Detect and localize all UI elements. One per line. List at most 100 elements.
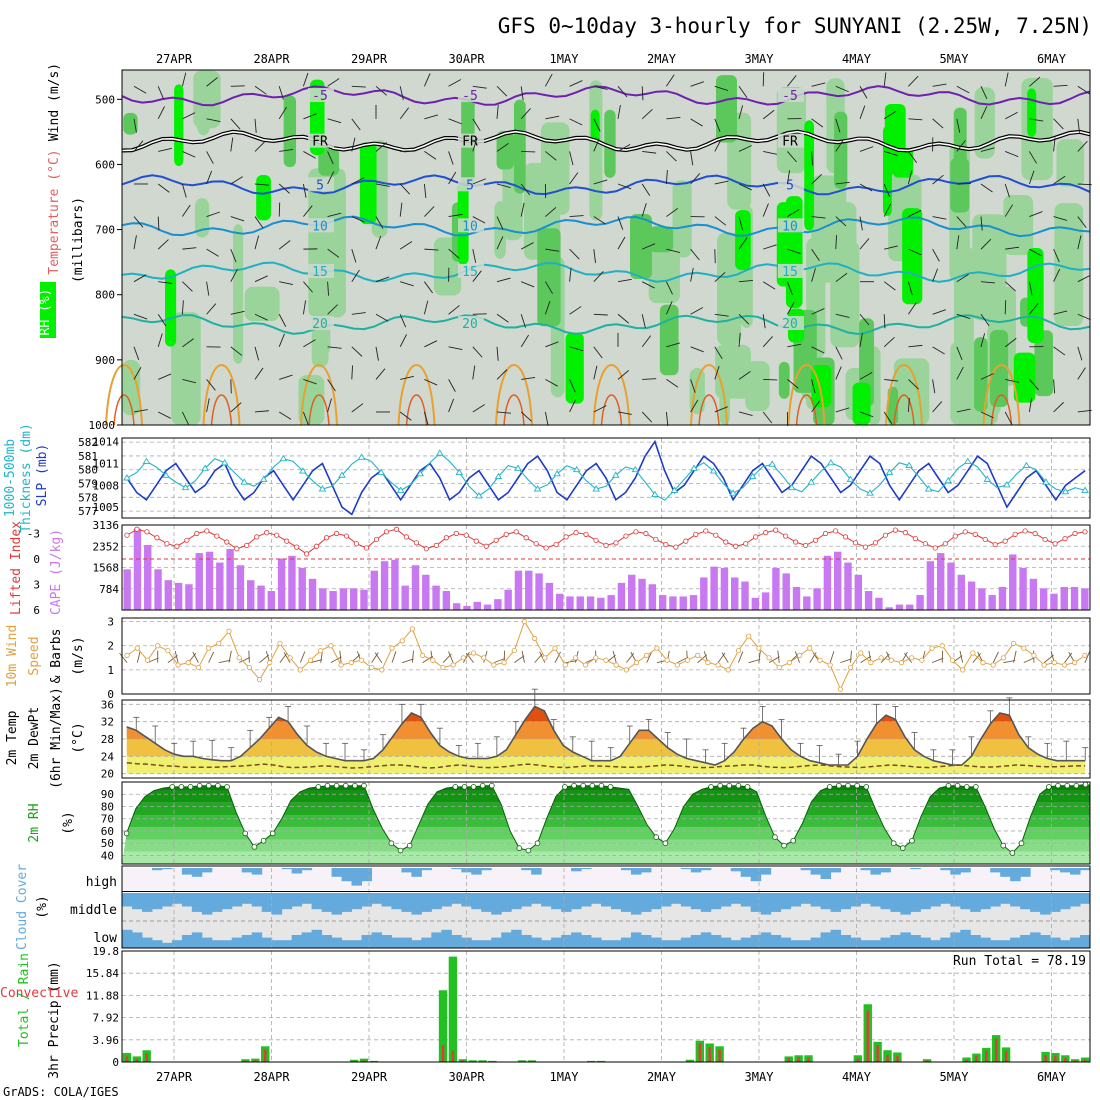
cloud-bar (1040, 935, 1051, 948)
wind-barb (181, 300, 184, 315)
cape-bar (710, 566, 718, 610)
cape-bar (339, 588, 348, 610)
wind-speed-point (1061, 662, 1068, 668)
wind-barb (133, 140, 144, 152)
cloud-bar (341, 940, 353, 948)
rh-contour-fill (318, 147, 340, 176)
lifted-index-point (234, 546, 240, 552)
wind-barb (181, 72, 187, 87)
wind-barb (1077, 118, 1080, 133)
axis-label: 1000-500mb (3, 439, 18, 517)
temperature-line (126, 705, 1086, 766)
axis-label: SLP (mb) (35, 444, 50, 507)
rh-point (1018, 840, 1025, 846)
thickness-point (592, 485, 601, 492)
wind-barb (448, 346, 463, 350)
rh-point (890, 840, 897, 846)
wind-barb (787, 75, 797, 87)
wind-speed-point (277, 640, 283, 646)
cape-bar (978, 588, 986, 610)
wind-barb (206, 379, 216, 391)
wind-barb (883, 281, 896, 291)
lifted-index-point (952, 533, 958, 539)
cloud-bar (251, 893, 263, 907)
wind-barb (520, 183, 531, 196)
wind-barb (206, 170, 213, 185)
tick-label: 3 (33, 579, 40, 592)
cloud-bar (171, 940, 183, 948)
axis-label: Lifted Index (9, 521, 24, 615)
wind-barb (462, 652, 470, 663)
wind-barb (666, 207, 678, 217)
cloud-bar (371, 932, 382, 948)
rh-point (352, 782, 358, 789)
wind-speed-point (909, 655, 915, 661)
thickness-point (690, 464, 698, 471)
wind-barb (641, 108, 653, 120)
precip-convective-bar (965, 1059, 968, 1062)
cloud-bar (680, 937, 692, 948)
cloud-bar (930, 893, 941, 907)
lifted-index-point (862, 544, 869, 550)
lifted-index-point (383, 529, 390, 535)
cloud-bar (161, 942, 173, 948)
rh-point (1046, 784, 1052, 790)
rh-contour-fill (197, 104, 210, 136)
contour-label-bg (308, 88, 334, 103)
cape-contour (105, 364, 143, 426)
wind-speed-point (236, 655, 242, 661)
cloud-level-label: high (86, 875, 117, 890)
cape-bar (731, 577, 739, 610)
wind-speed-point (776, 664, 782, 671)
wind-barb (641, 314, 646, 329)
wind-barb (136, 650, 141, 663)
lifted-index-point (533, 541, 539, 547)
wind-barb (666, 151, 677, 162)
cloud-bar (511, 893, 522, 910)
cloud-bar (181, 893, 193, 907)
wind-barb (351, 346, 363, 357)
rh-point (589, 782, 596, 789)
wind-speed-point (572, 655, 579, 661)
wind-barb (835, 85, 849, 93)
cloud-bar (640, 893, 652, 912)
thickness-point (494, 472, 503, 480)
cape-bar (895, 604, 904, 610)
rh-point (836, 782, 842, 789)
wind-barb (254, 275, 268, 283)
lifted-index-point (493, 537, 499, 543)
tick-label: 0 (112, 1056, 119, 1069)
lifted-index-point (623, 533, 629, 539)
thickness-point (572, 465, 581, 473)
tick-label: 3136 (93, 519, 120, 532)
wind-barb (424, 378, 438, 386)
wind-barb (569, 248, 580, 260)
cloud-bar (441, 893, 452, 907)
wind-speed-point (633, 660, 640, 666)
wind-speed-point (837, 686, 843, 692)
cape-bar (360, 589, 368, 610)
wind-barb (811, 216, 826, 219)
cloud-bar (790, 893, 802, 907)
thickness-point (1061, 487, 1070, 495)
wind-barb (520, 202, 525, 217)
run-total-label: Run Total = 78.19 (953, 954, 1086, 969)
cloud-bar (271, 940, 283, 948)
date-label: 3MAY (745, 52, 775, 66)
precip-convective-bar (1004, 1050, 1008, 1062)
rh-point (461, 784, 468, 790)
wind-barb (641, 281, 655, 289)
wind-barb (1004, 72, 1009, 87)
cloud-high-bar (760, 868, 772, 875)
cloud-cover-panel: high middle low Cloud Cover (%) (15, 864, 1091, 950)
cape-bar (257, 585, 265, 610)
wind-speed-point (470, 650, 477, 656)
date-label: 5MAY (940, 1070, 970, 1084)
rh-point (653, 834, 660, 840)
axis-label: Total / Rain (17, 953, 32, 1047)
lifted-index-point (254, 534, 260, 540)
wind-barb (762, 183, 771, 197)
wind-speed-point (1000, 655, 1006, 661)
lifted-index-point (443, 535, 449, 541)
cloud-bar (650, 893, 662, 910)
